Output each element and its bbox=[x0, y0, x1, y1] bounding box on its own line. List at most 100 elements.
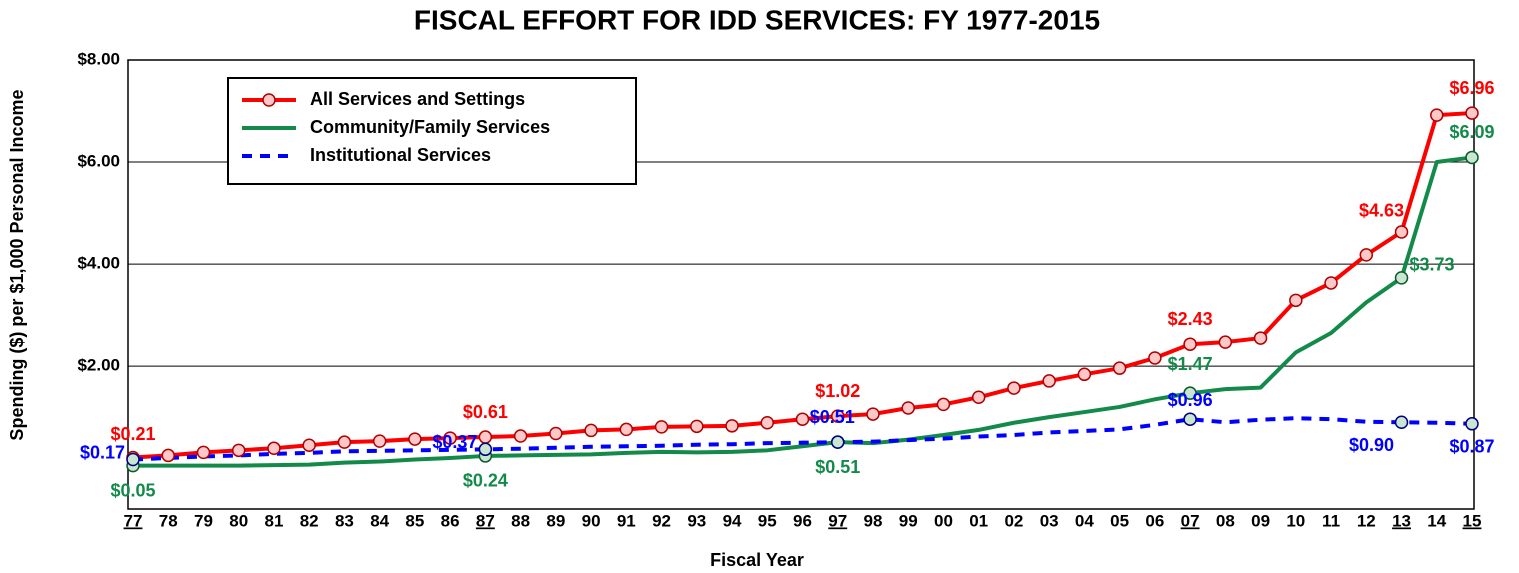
point-marker bbox=[760, 416, 775, 430]
y-tick-label: $6.00 bbox=[77, 152, 120, 171]
x-tick-label: 96 bbox=[793, 511, 812, 530]
point-marker bbox=[478, 430, 493, 444]
x-tick-label: 03 bbox=[1040, 511, 1059, 530]
x-tick-label: 11 bbox=[1322, 511, 1340, 530]
x-tick-label: 08 bbox=[1216, 511, 1235, 530]
data-label: $0.21 bbox=[110, 424, 155, 444]
x-tick-label: 92 bbox=[652, 511, 671, 530]
x-tick-label: 85 bbox=[405, 511, 424, 530]
legend-box bbox=[227, 77, 637, 185]
point-marker bbox=[1112, 361, 1127, 375]
data-label: $0.17 bbox=[80, 442, 125, 462]
point-marker bbox=[1218, 335, 1233, 349]
point-marker bbox=[161, 448, 175, 463]
data-label: $0.61 bbox=[463, 402, 508, 422]
x-tick-label: 04 bbox=[1075, 511, 1094, 530]
x-tick-label: 77 bbox=[124, 511, 143, 530]
x-axis-title: Fiscal Year bbox=[710, 550, 804, 570]
x-tick-label: 94 bbox=[723, 511, 742, 530]
point-marker bbox=[584, 423, 598, 438]
y-axis-title: Spending ($) per $1,000 Personal Income bbox=[7, 89, 27, 440]
point-marker bbox=[1077, 367, 1092, 382]
point-marker bbox=[443, 431, 457, 445]
x-tick-label: 84 bbox=[370, 511, 389, 530]
point-marker bbox=[1430, 108, 1444, 122]
point-marker bbox=[513, 429, 528, 443]
point-marker bbox=[901, 401, 915, 415]
point-marker bbox=[1148, 351, 1162, 365]
data-label: $0.51 bbox=[810, 407, 855, 427]
data-label: $0.87 bbox=[1449, 437, 1494, 457]
series-line bbox=[132, 416, 1473, 462]
data-label: $2.43 bbox=[1168, 309, 1213, 329]
point-marker bbox=[1359, 248, 1374, 262]
x-tick-label: 10 bbox=[1286, 511, 1305, 530]
x-tick-label: 95 bbox=[758, 511, 777, 530]
series-line bbox=[133, 155, 1473, 468]
x-tick-label: 83 bbox=[335, 511, 354, 530]
legend-label: Community/Family Services bbox=[310, 117, 550, 137]
y-tick-label: $4.00 bbox=[77, 254, 120, 273]
point-marker bbox=[1465, 417, 1479, 431]
data-label: $6.09 bbox=[1449, 122, 1494, 142]
point-marker bbox=[1183, 412, 1197, 426]
point-marker bbox=[408, 432, 422, 446]
data-label: $1.02 bbox=[815, 381, 860, 401]
x-tick-label: 15 bbox=[1463, 511, 1482, 530]
point-marker bbox=[1394, 415, 1409, 430]
data-label: $0.96 bbox=[1168, 390, 1213, 410]
x-tick-label: 82 bbox=[300, 511, 319, 530]
point-marker bbox=[302, 438, 316, 452]
chart-title: FISCAL EFFORT FOR IDD SERVICES: FY 1977-… bbox=[414, 4, 1100, 35]
x-tick-label: 91 bbox=[617, 511, 636, 530]
x-tick-label: 99 bbox=[899, 511, 918, 530]
x-tick-label: 13 bbox=[1392, 511, 1411, 530]
point-marker bbox=[936, 397, 951, 412]
x-tick-label: 89 bbox=[546, 511, 565, 530]
point-marker bbox=[830, 409, 845, 423]
x-tick-label: 02 bbox=[1004, 511, 1023, 530]
point-marker bbox=[1253, 331, 1268, 345]
point-marker bbox=[1183, 337, 1197, 351]
data-label: $1.47 bbox=[1168, 354, 1213, 374]
x-tick-label: 07 bbox=[1181, 511, 1200, 530]
x-tick-label: 12 bbox=[1357, 511, 1376, 530]
x-tick-label: 78 bbox=[159, 511, 178, 530]
point-marker bbox=[1324, 276, 1338, 290]
point-marker bbox=[1042, 374, 1056, 388]
point-marker bbox=[231, 443, 246, 458]
x-tick-label: 09 bbox=[1251, 511, 1270, 530]
legend-marker bbox=[262, 93, 276, 107]
point-marker bbox=[619, 422, 634, 437]
point-marker bbox=[1465, 150, 1479, 165]
x-tick-label: 80 bbox=[229, 511, 248, 530]
data-label: $3.73 bbox=[1410, 255, 1455, 275]
data-label: $6.96 bbox=[1449, 78, 1494, 98]
point-marker bbox=[478, 442, 493, 457]
x-tick-label: 14 bbox=[1427, 511, 1446, 530]
point-marker bbox=[267, 441, 281, 456]
point-marker bbox=[372, 434, 387, 448]
point-marker bbox=[971, 390, 986, 405]
x-tick-label: 86 bbox=[441, 511, 460, 530]
data-label: $0.05 bbox=[110, 480, 155, 500]
data-label: $0.90 bbox=[1349, 435, 1394, 455]
point-marker bbox=[1394, 225, 1409, 239]
point-marker bbox=[337, 435, 352, 449]
point-marker bbox=[725, 419, 739, 433]
legend-label: All Services and Settings bbox=[310, 89, 525, 109]
x-tick-label: 05 bbox=[1110, 511, 1129, 530]
point-marker bbox=[690, 419, 704, 434]
x-tick-label: 87 bbox=[476, 511, 495, 530]
y-tick-label: $2.00 bbox=[77, 356, 120, 375]
data-label: $0.37 bbox=[432, 432, 477, 452]
point-marker bbox=[1465, 106, 1479, 120]
x-tick-label: 79 bbox=[194, 511, 213, 530]
x-tick-label: 90 bbox=[582, 511, 601, 530]
data-label: $0.24 bbox=[463, 471, 508, 491]
point-marker bbox=[795, 412, 810, 426]
point-marker bbox=[866, 407, 880, 421]
point-marker bbox=[654, 420, 669, 434]
data-label: $4.63 bbox=[1359, 201, 1404, 221]
